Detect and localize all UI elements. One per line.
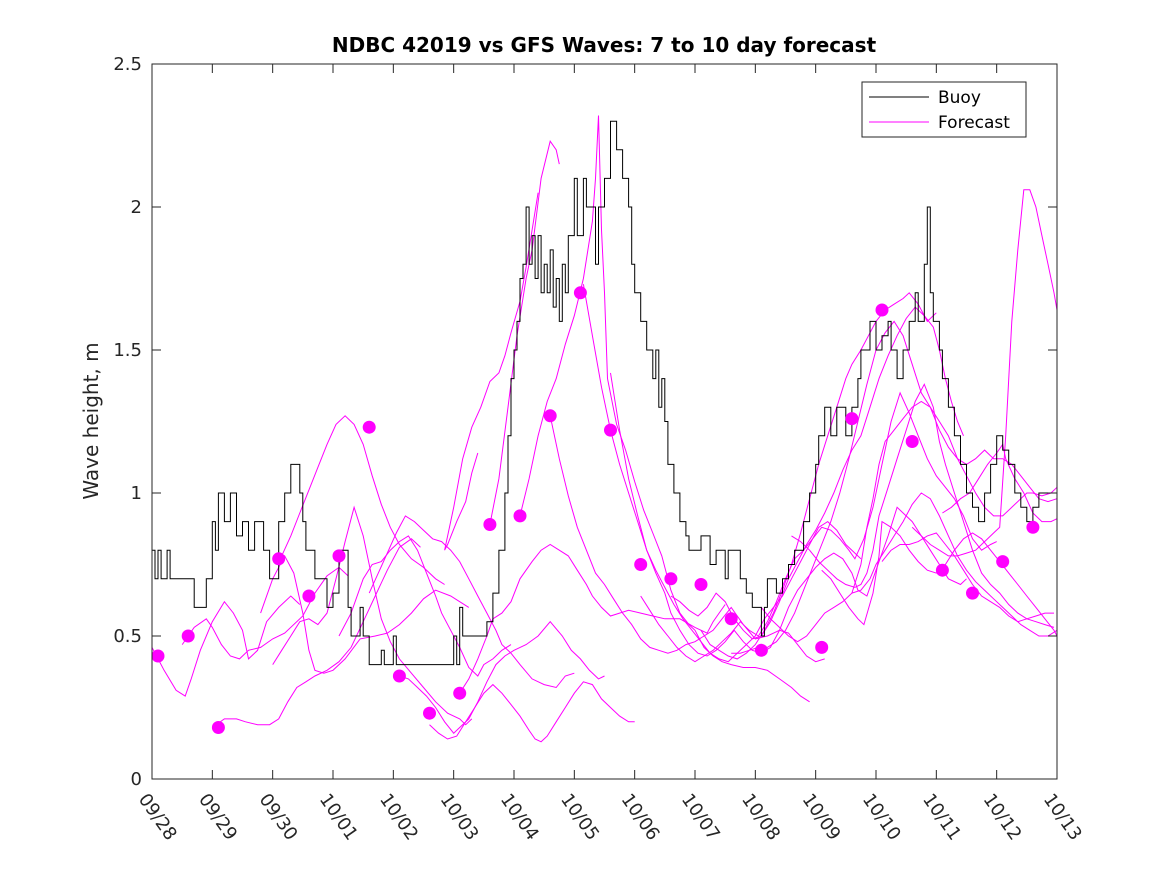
forecast-marker-17	[694, 578, 708, 591]
x-tick-label: 10/03	[436, 790, 483, 845]
legend-forecast-label: Forecast	[938, 113, 1010, 133]
forecast-marker-2	[211, 721, 225, 734]
buoy-line	[152, 120, 1057, 666]
forecast-marker-19	[754, 643, 768, 657]
forecast-marker-26	[996, 555, 1010, 569]
forecast-marker-8	[423, 706, 436, 720]
legend-buoy-label: Buoy	[938, 88, 981, 108]
forecast-line-12	[444, 192, 539, 551]
legend: Buoy Forecast	[861, 81, 1027, 138]
x-tick-label: 10/07	[677, 790, 724, 845]
forecast-line-11	[489, 140, 560, 525]
forecast-line-25	[881, 532, 1054, 623]
x-tick-label: 10/04	[496, 790, 543, 845]
forecast-line-16	[610, 372, 967, 657]
forecast-marker-3	[272, 552, 286, 566]
forecast-line-7	[368, 515, 575, 689]
forecast-marker-5	[332, 549, 346, 563]
forecast-line-1	[181, 566, 349, 660]
forecast-marker-10	[483, 518, 497, 531]
forecast-line-14	[549, 415, 825, 663]
forecast-line-20	[731, 320, 1058, 654]
forecast-line-18	[670, 306, 964, 640]
x-tick-label: 10/11	[918, 790, 965, 845]
forecast-line-19	[700, 292, 937, 660]
x-tick-label: 09/30	[255, 790, 302, 845]
y-tick-label: 0.5	[113, 626, 142, 647]
plot-area	[151, 115, 1058, 743]
legend-box	[861, 81, 1027, 138]
forecast-line-17	[640, 391, 997, 663]
y-tick-label: 1	[131, 483, 142, 504]
forecast-line-9	[429, 681, 635, 743]
y-tick-label: 1.5	[113, 340, 142, 361]
forecast-marker-20	[815, 640, 829, 654]
x-tick-label: 10/12	[979, 790, 1026, 845]
forecast-marker-6	[362, 420, 376, 434]
forecast-marker-12	[543, 409, 557, 423]
forecast-marker-7	[392, 669, 406, 683]
forecast-marker-1	[181, 629, 195, 643]
forecast-marker-11	[513, 509, 527, 523]
forecast-marker-21	[845, 412, 859, 426]
x-tick-label: 10/10	[858, 790, 905, 845]
forecast-marker-24	[935, 563, 949, 577]
forecast-line-3	[260, 554, 470, 674]
forecast-marker-27	[1026, 520, 1040, 534]
forecast-line-24	[851, 492, 1058, 637]
y-tick-label: 2.5	[113, 54, 142, 75]
forecast-line-26	[911, 189, 1058, 557]
forecast-marker-25	[966, 586, 979, 600]
x-tick-label: 10/08	[737, 790, 784, 845]
y-tick-label: 2	[131, 197, 142, 218]
x-tick-label: 10/05	[556, 790, 603, 845]
forecast-marker-22	[875, 303, 889, 317]
forecast-line-23	[821, 520, 1058, 637]
forecast-marker-14	[604, 423, 617, 437]
forecast-marker-4	[302, 589, 316, 603]
x-tick-label: 10/13	[1039, 790, 1086, 845]
forecast-line-15	[582, 284, 862, 663]
forecast-line-21	[761, 400, 1058, 643]
forecast-marker-0	[151, 649, 165, 663]
forecast-line-8	[399, 620, 605, 734]
x-tick-label: 10/02	[375, 790, 422, 845]
x-tick-label: 10/06	[617, 790, 664, 845]
forecast-line-10	[459, 543, 726, 694]
axes-box	[151, 63, 1058, 780]
x-tick-label: 10/09	[798, 790, 845, 845]
x-tick-label: 10/01	[315, 790, 362, 845]
forecast-line-22	[791, 383, 1055, 628]
forecast-marker-13	[573, 286, 587, 300]
forecast-line-6	[338, 535, 512, 677]
forecast-marker-9	[453, 686, 467, 700]
forecast-marker-16	[664, 572, 678, 586]
forecast-marker-23	[905, 435, 919, 448]
forecast-line-2	[212, 538, 421, 728]
x-tick-label: 09/29	[194, 790, 241, 845]
forecast-line-13	[519, 115, 810, 703]
y-axis-label: Wave height, m	[79, 342, 103, 499]
forecast-line-5	[281, 415, 445, 585]
forecast-line-4	[272, 505, 473, 726]
x-tick-label: 09/28	[134, 790, 181, 845]
forecast-marker-15	[634, 558, 648, 571]
forecast-line-0	[151, 595, 301, 697]
chart-title: NDBC 42019 vs GFS Waves: 7 to 10 day for…	[332, 33, 877, 57]
forecast-marker-18	[724, 612, 738, 626]
y-tick-label: 0	[131, 769, 142, 790]
